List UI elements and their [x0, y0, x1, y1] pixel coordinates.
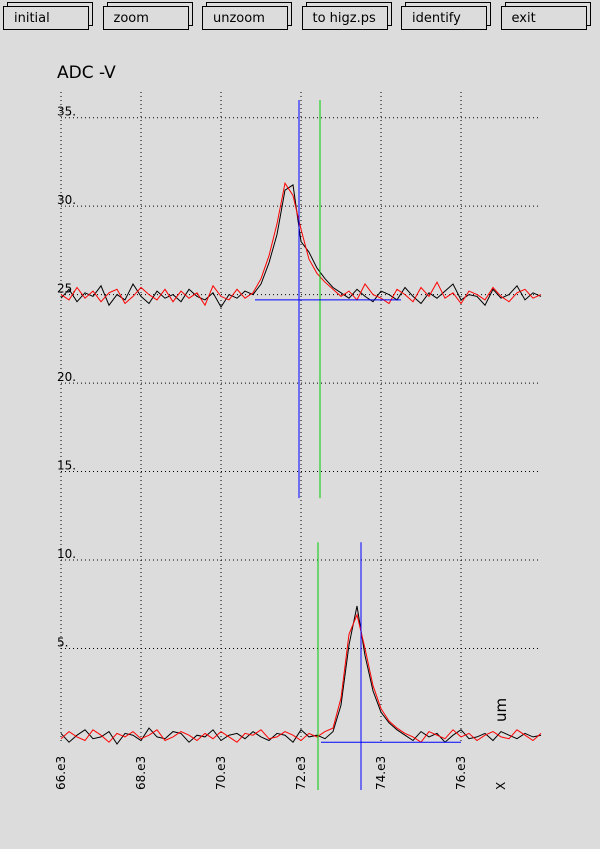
- x-tick-label: 70.e3: [214, 756, 228, 790]
- y-tick-label: 10.: [57, 547, 76, 561]
- chart-title: ADC -V: [57, 63, 116, 83]
- x-tick-label: 74.e3: [374, 756, 388, 790]
- series-line: [60, 605, 542, 745]
- y-tick-label: 30.: [57, 193, 76, 207]
- series-line: [60, 613, 542, 743]
- y-tick-label: 20.: [57, 370, 76, 384]
- series-line: [60, 184, 542, 308]
- button[interactable]: to higz.ps: [301, 6, 388, 30]
- button[interactable]: identify: [401, 6, 487, 30]
- y-tick-label: 15.: [57, 459, 76, 473]
- x-label: X: [494, 782, 508, 790]
- x-tick-label: 76.e3: [454, 756, 468, 790]
- series-line: [60, 181, 542, 307]
- x-tick-label: 68.e3: [134, 756, 148, 790]
- button[interactable]: unzoom: [202, 6, 288, 30]
- button[interactable]: initial: [3, 6, 89, 30]
- y-tick-label: 5.: [57, 635, 68, 649]
- x-unit: um: [492, 698, 510, 722]
- button[interactable]: exit: [500, 6, 587, 30]
- x-tick-label: 66.e3: [54, 756, 68, 790]
- y-tick-label: 35.: [57, 105, 76, 119]
- button[interactable]: zoom: [102, 6, 189, 30]
- x-tick-label: 72.e3: [294, 756, 308, 790]
